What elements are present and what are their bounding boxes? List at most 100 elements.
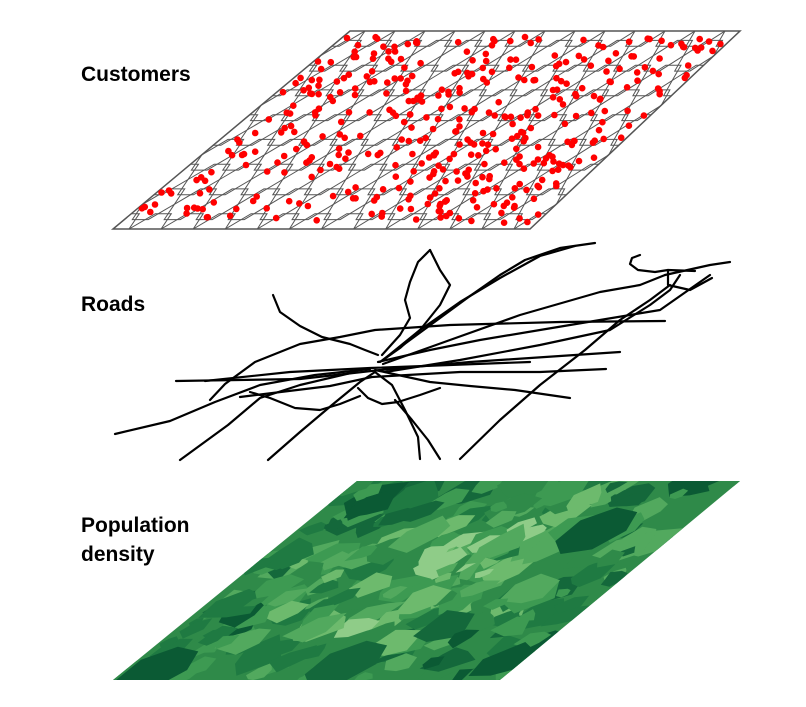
road-line: [113, 367, 372, 436]
customer-point: [616, 65, 623, 73]
customer-point: [486, 172, 494, 180]
customer-point: [510, 204, 518, 211]
customer-point: [464, 173, 471, 180]
customer-point: [500, 202, 508, 210]
customer-point: [308, 173, 316, 181]
road-line: [373, 368, 572, 400]
density-patch: [556, 588, 571, 598]
customer-point: [667, 41, 675, 49]
customer-point: [640, 112, 648, 119]
customer-point: [391, 75, 399, 82]
customer-point: [438, 86, 446, 93]
customer-point: [603, 68, 610, 75]
customer-point: [552, 180, 560, 187]
customer-point: [253, 193, 260, 200]
customer-point: [426, 194, 434, 201]
customer-point: [456, 123, 463, 130]
customer-point: [684, 62, 692, 69]
density-patch: [321, 569, 345, 584]
customer-point: [151, 201, 159, 208]
customer-point: [625, 122, 633, 129]
customer-point: [561, 120, 569, 128]
customer-point: [402, 81, 410, 88]
customer-point: [291, 128, 298, 136]
customer-point: [413, 39, 421, 47]
road-line: [380, 248, 432, 357]
density-patch: [610, 487, 637, 505]
hex-cell: [504, 31, 556, 47]
hex-cell: [534, 31, 586, 47]
customer-point: [472, 179, 480, 187]
customer-points: [138, 33, 724, 226]
customer-point: [208, 168, 215, 176]
customer-point: [479, 140, 486, 147]
customer-point: [633, 69, 641, 76]
customer-point: [319, 133, 326, 140]
customer-point: [340, 74, 348, 82]
density-patch: [186, 656, 217, 675]
customer-point: [488, 42, 496, 49]
customer-point: [590, 154, 598, 161]
customer-point: [351, 85, 359, 92]
customer-point: [435, 207, 443, 215]
density-patch: [323, 519, 343, 532]
customer-point: [595, 126, 603, 134]
density-patch: [486, 634, 522, 659]
customer-point: [333, 163, 341, 171]
customer-point: [400, 118, 408, 126]
customer-point: [530, 160, 537, 167]
density-patch: [707, 481, 740, 494]
customer-point: [431, 190, 439, 197]
customer-point: [408, 72, 416, 80]
customer-point: [696, 35, 703, 43]
customer-point: [441, 198, 449, 205]
customer-point: [679, 43, 687, 51]
customer-point: [644, 35, 651, 42]
customer-point: [524, 218, 531, 226]
road-line: [458, 283, 672, 461]
density-patch: [267, 600, 310, 624]
customer-point: [485, 109, 493, 116]
customer-point: [691, 44, 699, 52]
hex-cell: [473, 31, 526, 47]
customer-point: [341, 134, 349, 142]
customer-point: [507, 113, 515, 121]
customer-point: [456, 141, 463, 148]
customer-point: [408, 124, 415, 131]
customer-point: [196, 190, 204, 197]
customer-point: [409, 150, 416, 158]
customer-point: [435, 92, 442, 99]
customer-point: [442, 177, 449, 185]
customer-point: [377, 149, 384, 157]
customer-point: [345, 109, 353, 116]
density-patch: [553, 595, 589, 614]
density-patch: [413, 547, 468, 579]
customer-point: [624, 107, 631, 115]
density-patch: [490, 501, 507, 513]
customer-point: [492, 145, 500, 153]
customer-point: [524, 112, 531, 119]
customer-point: [490, 35, 497, 43]
customer-point: [562, 58, 570, 66]
customer-point: [405, 97, 413, 105]
customer-point: [527, 39, 534, 47]
customer-point: [384, 79, 391, 86]
population-label-line2: density: [81, 543, 155, 566]
hex-cell: [353, 31, 407, 47]
customer-point: [335, 145, 343, 152]
customer-point: [641, 64, 649, 71]
customer-point: [385, 55, 392, 62]
customer-point: [314, 58, 322, 65]
customer-point: [445, 91, 452, 98]
customer-point: [190, 204, 198, 211]
density-patch: [197, 625, 239, 646]
customer-point: [414, 94, 421, 102]
customer-point: [337, 118, 345, 126]
customer-point: [373, 35, 381, 42]
customer-point: [580, 36, 587, 44]
customer-point: [407, 192, 414, 200]
customer-point: [293, 145, 300, 153]
density-patch: [159, 636, 179, 649]
customer-point: [434, 115, 442, 123]
density-patch: [295, 636, 322, 651]
